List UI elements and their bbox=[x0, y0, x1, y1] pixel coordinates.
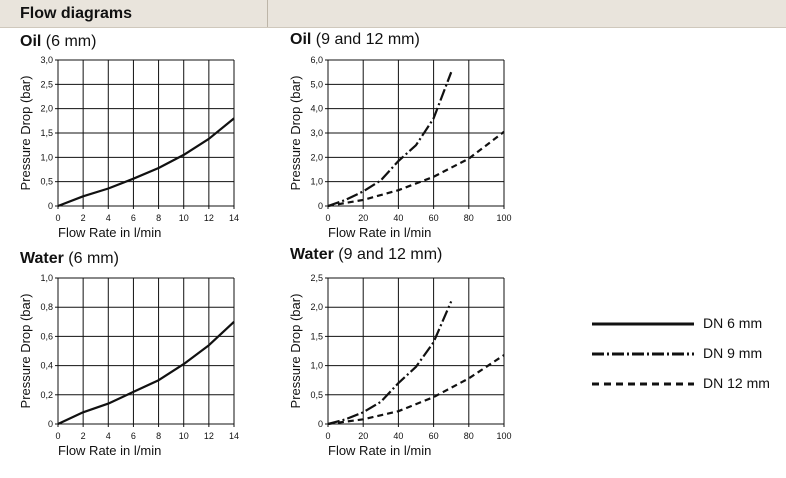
y-tick-label: 1,5 bbox=[40, 128, 53, 138]
x-tick-label: 60 bbox=[429, 431, 439, 441]
x-tick-label: 12 bbox=[204, 431, 214, 441]
y-tick-label: 0,4 bbox=[40, 361, 53, 371]
x-axis-label: Flow Rate in l/min bbox=[58, 443, 161, 458]
x-tick-label: 100 bbox=[496, 431, 511, 441]
x-tick-label: 10 bbox=[179, 213, 189, 223]
x-tick-label: 4 bbox=[106, 213, 111, 223]
series-line-dashed bbox=[327, 354, 505, 426]
x-tick-label: 8 bbox=[156, 431, 161, 441]
legend-line-dashdot bbox=[592, 352, 694, 356]
legend-label: DN 6 mm bbox=[703, 315, 763, 331]
legend-line-solid bbox=[592, 322, 694, 326]
chart-title-oil-9-12: Oil (9 and 12 mm) bbox=[290, 31, 420, 49]
y-tick-label: 0,8 bbox=[40, 302, 53, 312]
x-tick-label: 6 bbox=[131, 431, 136, 441]
x-tick-label: 0 bbox=[55, 431, 60, 441]
x-tick-label: 14 bbox=[229, 431, 239, 441]
y-tick-label: 0 bbox=[318, 201, 323, 211]
x-tick-label: 40 bbox=[393, 431, 403, 441]
x-tick-label: 80 bbox=[464, 213, 474, 223]
y-tick-label: 0,5 bbox=[310, 390, 323, 400]
y-tick-label: 2,0 bbox=[40, 104, 53, 114]
y-axis-label: Pressure Drop (bar) bbox=[18, 76, 33, 191]
x-tick-label: 12 bbox=[204, 213, 214, 223]
header-divider bbox=[267, 0, 268, 27]
page-title: Flow diagrams bbox=[20, 5, 133, 22]
y-tick-label: 1,0 bbox=[310, 177, 323, 187]
series-line-dashdot bbox=[327, 71, 453, 208]
x-tick-label: 2 bbox=[81, 431, 86, 441]
y-tick-label: 0,6 bbox=[40, 331, 53, 341]
y-axis-label: Pressure Drop (bar) bbox=[288, 76, 303, 191]
y-tick-label: 1,5 bbox=[310, 331, 323, 341]
x-tick-label: 2 bbox=[81, 213, 86, 223]
chart-title-rest: (9 and 12 mm) bbox=[311, 31, 420, 48]
x-axis-label: Flow Rate in l/min bbox=[328, 443, 431, 458]
legend-line-dashed bbox=[592, 382, 694, 386]
legend-label: DN 9 mm bbox=[703, 345, 763, 361]
x-axis-label: Flow Rate in l/min bbox=[328, 225, 431, 240]
y-tick-label: 3,0 bbox=[40, 55, 53, 65]
y-tick-label: 0 bbox=[318, 419, 323, 429]
x-tick-label: 6 bbox=[131, 213, 136, 223]
legend-item-dn12: DN 12 mm bbox=[590, 375, 780, 393]
y-tick-label: 0,2 bbox=[40, 390, 53, 400]
chart-title-bold: Water bbox=[20, 250, 64, 267]
x-tick-label: 10 bbox=[179, 431, 189, 441]
x-tick-label: 100 bbox=[496, 213, 511, 223]
y-axis-label: Pressure Drop (bar) bbox=[288, 294, 303, 409]
x-tick-label: 14 bbox=[229, 213, 239, 223]
y-tick-label: 2,5 bbox=[310, 273, 323, 283]
header-bar: Flow diagrams bbox=[0, 0, 786, 28]
y-tick-label: 0 bbox=[48, 201, 53, 211]
y-tick-label: 4,0 bbox=[310, 104, 323, 114]
y-tick-label: 5,0 bbox=[310, 79, 323, 89]
x-tick-label: 80 bbox=[464, 431, 474, 441]
y-tick-label: 0,5 bbox=[40, 177, 53, 187]
y-axis-label: Pressure Drop (bar) bbox=[18, 294, 33, 409]
y-tick-label: 2,0 bbox=[310, 302, 323, 312]
x-tick-label: 0 bbox=[55, 213, 60, 223]
chart-title-bold: Oil bbox=[290, 31, 312, 48]
y-tick-label: 6,0 bbox=[310, 55, 323, 65]
x-tick-label: 20 bbox=[358, 431, 368, 441]
chart-title-rest: (6 mm) bbox=[63, 250, 119, 267]
series-line-solid bbox=[57, 320, 235, 425]
x-tick-label: 8 bbox=[156, 213, 161, 223]
chart-title-rest: (9 and 12 mm) bbox=[333, 246, 443, 263]
legend-label: DN 12 mm bbox=[703, 375, 770, 391]
chart-title-bold: Water bbox=[290, 246, 334, 263]
chart-title-water-9-12: Water (9 and 12 mm) bbox=[290, 246, 442, 264]
chart-title-rest: (6 mm) bbox=[41, 33, 97, 50]
chart-title-bold: Oil bbox=[20, 33, 42, 50]
legend-item-dn6: DN 6 mm bbox=[590, 315, 780, 333]
y-tick-label: 1,0 bbox=[40, 152, 53, 162]
x-tick-label: 60 bbox=[429, 213, 439, 223]
series-line-dashed bbox=[327, 130, 505, 208]
x-tick-label: 0 bbox=[325, 431, 330, 441]
x-axis-label: Flow Rate in l/min bbox=[58, 225, 161, 240]
series-line-solid bbox=[57, 117, 235, 208]
series-line-dashdot bbox=[327, 300, 453, 426]
y-tick-label: 0 bbox=[48, 419, 53, 429]
x-tick-label: 4 bbox=[106, 431, 111, 441]
y-tick-label: 2,5 bbox=[40, 79, 53, 89]
x-tick-label: 20 bbox=[358, 213, 368, 223]
y-tick-label: 1,0 bbox=[40, 273, 53, 283]
legend-item-dn9: DN 9 mm bbox=[590, 345, 780, 363]
y-tick-label: 1,0 bbox=[310, 361, 323, 371]
x-tick-label: 40 bbox=[393, 213, 403, 223]
chart-title-oil-6: Oil (6 mm) bbox=[20, 33, 96, 51]
x-tick-label: 0 bbox=[325, 213, 330, 223]
y-tick-label: 3,0 bbox=[310, 128, 323, 138]
chart-title-water-6: Water (6 mm) bbox=[20, 250, 119, 268]
y-tick-label: 2,0 bbox=[310, 152, 323, 162]
